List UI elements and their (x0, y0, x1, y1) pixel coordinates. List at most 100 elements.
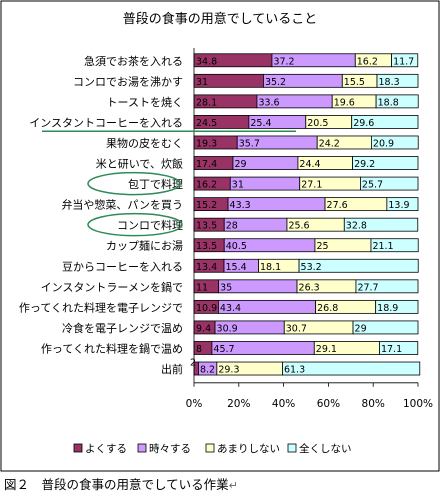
legend-label: 時々する (149, 443, 191, 455)
legend-swatch (137, 443, 147, 453)
legend-label: よくする (85, 443, 127, 455)
data-label: 25.7 (362, 180, 383, 191)
category-label: カップ麺にお湯 (106, 240, 183, 253)
bar-segment (351, 115, 419, 129)
data-label: 24.4 (299, 159, 320, 170)
bar-segment (352, 320, 419, 335)
data-label: 35.7 (239, 138, 260, 149)
category-label: 出前 (161, 362, 183, 376)
data-label: 8.2 (200, 365, 215, 376)
data-label: 53.2 (301, 262, 322, 273)
data-label: 45.7 (213, 344, 234, 355)
data-label: 24.5 (196, 118, 217, 129)
data-label: 37.2 (273, 56, 294, 67)
data-label: 34.8 (196, 56, 217, 67)
data-label: 10.9 (196, 303, 217, 314)
legend-swatch (287, 443, 297, 453)
figure-caption: 図２ 普段の食事の用意でしている作業↵ (4, 474, 238, 493)
data-label: 35.2 (265, 77, 286, 88)
bar-series-group: 34.8 37.2 16.2 11.7 31 35.2 15.5 18.3 28.1 33.6 19… (190, 53, 421, 376)
category-label: 豆からコーヒーを入れる (62, 260, 183, 273)
category-label: 冷食を電子レンジで温め (62, 321, 183, 335)
x-axis: 0% 20% 40% 60% 80% 100% (186, 48, 433, 410)
bar-segment (371, 135, 419, 150)
data-label: 11.7 (393, 56, 414, 67)
data-label: 43.4 (220, 303, 241, 314)
data-label: 16.2 (196, 180, 217, 191)
data-label: 43.3 (230, 200, 251, 211)
highlight-ellipse (87, 171, 181, 196)
bar-segment (360, 176, 419, 191)
x-tick-label: 20% (227, 398, 250, 410)
data-label: 26.8 (317, 303, 338, 314)
data-label: 13.4 (196, 262, 217, 273)
bar-segment (343, 217, 419, 232)
data-label: 25 (316, 241, 328, 252)
data-label: 29.3 (218, 365, 239, 376)
bar-segment (282, 361, 421, 376)
data-label: 29.2 (354, 159, 375, 170)
data-label: 13.5 (196, 221, 217, 232)
data-label: 19.3 (196, 138, 217, 149)
legend-swatch (205, 443, 215, 453)
bar-segment (370, 238, 419, 253)
data-label: 40.5 (226, 241, 247, 252)
highlight-ellipse (87, 212, 183, 237)
data-label: 20.5 (307, 118, 328, 129)
bar-segment (352, 156, 419, 170)
legend-swatch (73, 443, 83, 453)
data-label: 26.3 (299, 282, 320, 293)
data-label: 17.1 (381, 344, 402, 355)
data-label: 18.3 (379, 77, 400, 88)
data-label: 18.8 (378, 97, 399, 108)
legend-label: あまりしない (217, 443, 280, 455)
data-label: 18.9 (377, 303, 398, 314)
data-label: 29.1 (316, 344, 337, 355)
data-label: 15.2 (196, 200, 217, 211)
data-label: 32.8 (346, 221, 367, 232)
category-label: 米と研いで、炊飯 (96, 157, 183, 171)
x-tick-label: 100% (403, 398, 433, 410)
data-label: 11 (196, 282, 208, 293)
category-label: コンロでお湯を沸かす (73, 75, 183, 88)
category-label: 弁当や惣菜、パンを買う (61, 198, 183, 212)
data-label: 31 (196, 77, 208, 88)
annotation-highlights (42, 130, 296, 237)
data-label: 19.6 (334, 97, 355, 108)
data-label: 30.7 (286, 323, 307, 334)
figure-caption-text: 図２ 普段の食事の用意でしている作業 (4, 477, 229, 492)
data-label: 28 (226, 221, 238, 232)
x-tick-label: 0% (186, 398, 203, 410)
data-label: 33.6 (258, 97, 279, 108)
category-label: 作ってくれた料理を電子レンジで (19, 300, 183, 314)
category-label: 急須でお茶を入れる (84, 54, 183, 68)
data-label: 17.4 (196, 159, 217, 170)
data-label: 9.4 (196, 323, 211, 334)
bar-segment (376, 73, 419, 88)
data-label: 27.1 (301, 180, 322, 191)
data-label: 35 (220, 282, 232, 293)
x-tick-label: 40% (272, 398, 295, 410)
return-mark: ↵ (228, 479, 238, 492)
data-label: 18.1 (260, 262, 281, 273)
data-label: 8 (196, 344, 202, 355)
legend-label: 全くしない (299, 442, 352, 455)
bar-segment (375, 299, 419, 314)
data-label: 27.6 (327, 200, 348, 211)
data-label: 13.9 (388, 200, 409, 211)
data-label: 31 (232, 180, 244, 191)
data-label: 15.5 (344, 77, 365, 88)
bar-segment (386, 197, 419, 212)
x-tick-label: 80% (362, 398, 385, 410)
category-label: トーストを焼く (107, 96, 183, 109)
data-label: 15.4 (226, 262, 247, 273)
data-label: 27.7 (357, 282, 378, 293)
category-label: コンロで料理 (117, 218, 183, 232)
bar-segment (375, 94, 419, 109)
category-label: インスタントコーヒーを入れる (29, 116, 183, 129)
x-tick-label: 60% (317, 398, 340, 410)
legend: よくする 時々する あまりしない 全くしない (73, 442, 352, 455)
bar-segment (355, 279, 419, 294)
data-label: 61.3 (284, 365, 305, 376)
